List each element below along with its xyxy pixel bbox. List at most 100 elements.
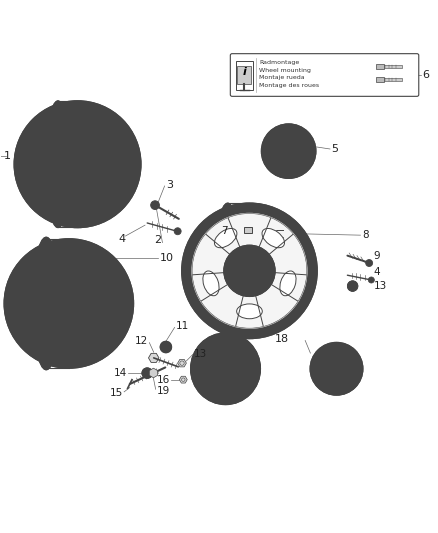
Circle shape [366,260,373,266]
Bar [376,77,385,82]
Circle shape [368,277,374,283]
Ellipse shape [82,114,90,119]
Bar [376,63,385,69]
Circle shape [261,124,316,178]
Ellipse shape [82,209,90,214]
Circle shape [64,277,73,286]
Circle shape [83,288,92,297]
Circle shape [342,374,350,382]
Circle shape [259,262,268,271]
Circle shape [242,358,251,366]
Polygon shape [178,359,186,367]
Ellipse shape [46,101,70,228]
Text: Montaje rueda: Montaje rueda [259,75,305,80]
Ellipse shape [280,271,296,296]
Ellipse shape [212,355,239,383]
Text: 4: 4 [374,266,380,277]
Ellipse shape [33,238,60,369]
Text: 13: 13 [374,281,387,291]
Text: Wheel mounting: Wheel mounting [259,68,311,72]
Text: 9: 9 [374,252,380,262]
Circle shape [142,368,152,378]
Text: 5: 5 [331,144,338,154]
Circle shape [151,201,159,209]
Ellipse shape [124,160,128,168]
Circle shape [224,245,275,296]
Circle shape [276,157,283,164]
Circle shape [236,278,245,288]
Ellipse shape [49,204,57,209]
Circle shape [295,139,301,145]
Circle shape [324,356,331,363]
Text: Radmontage: Radmontage [259,60,300,66]
Ellipse shape [75,255,87,261]
Ellipse shape [20,310,27,321]
Bar [237,66,251,84]
Circle shape [4,239,133,368]
Circle shape [192,214,307,328]
Ellipse shape [262,229,285,248]
Text: 7: 7 [221,226,228,236]
Circle shape [14,101,141,228]
Ellipse shape [203,271,219,296]
Text: 19: 19 [156,385,170,395]
Circle shape [324,374,331,382]
Circle shape [83,310,92,319]
FancyBboxPatch shape [230,54,419,96]
Ellipse shape [191,333,260,405]
Text: 18: 18 [275,334,289,344]
Text: Montage des roues: Montage des roues [259,83,320,87]
Circle shape [85,176,94,185]
Text: 2: 2 [155,236,162,245]
Circle shape [231,262,240,271]
Circle shape [160,341,172,353]
Circle shape [245,251,254,261]
Ellipse shape [111,286,117,297]
Ellipse shape [98,119,106,125]
Ellipse shape [29,144,35,151]
Circle shape [201,358,209,366]
Ellipse shape [49,119,57,125]
Polygon shape [180,376,187,383]
Ellipse shape [120,177,126,184]
Ellipse shape [112,130,118,136]
Circle shape [221,342,230,351]
Text: 8: 8 [362,230,368,240]
Circle shape [56,290,82,317]
Text: 11: 11 [176,321,189,331]
Ellipse shape [27,160,32,168]
Ellipse shape [215,204,241,338]
Text: i: i [242,67,246,77]
Circle shape [208,382,217,391]
Text: 10: 10 [159,253,173,263]
Ellipse shape [37,192,43,199]
Text: 13: 13 [194,349,207,359]
Text: 12: 12 [135,336,148,346]
Circle shape [73,139,82,148]
Circle shape [269,132,308,171]
Ellipse shape [37,130,43,136]
Polygon shape [148,353,159,362]
Ellipse shape [65,114,73,119]
Bar [236,61,253,90]
Text: 15: 15 [110,388,123,398]
Circle shape [347,281,358,292]
Circle shape [64,321,73,330]
Ellipse shape [65,209,73,214]
Circle shape [67,154,88,175]
Text: 1: 1 [4,150,11,160]
Circle shape [53,154,62,162]
Circle shape [182,204,317,338]
Ellipse shape [112,192,118,199]
Circle shape [276,139,283,145]
Ellipse shape [215,229,237,248]
Ellipse shape [31,265,40,275]
Text: 6: 6 [423,70,430,80]
Text: 14: 14 [113,368,127,378]
Bar [244,227,252,233]
Bar [385,78,402,80]
Circle shape [311,343,363,395]
Ellipse shape [237,304,262,319]
Text: 16: 16 [157,375,170,385]
Circle shape [30,265,107,342]
